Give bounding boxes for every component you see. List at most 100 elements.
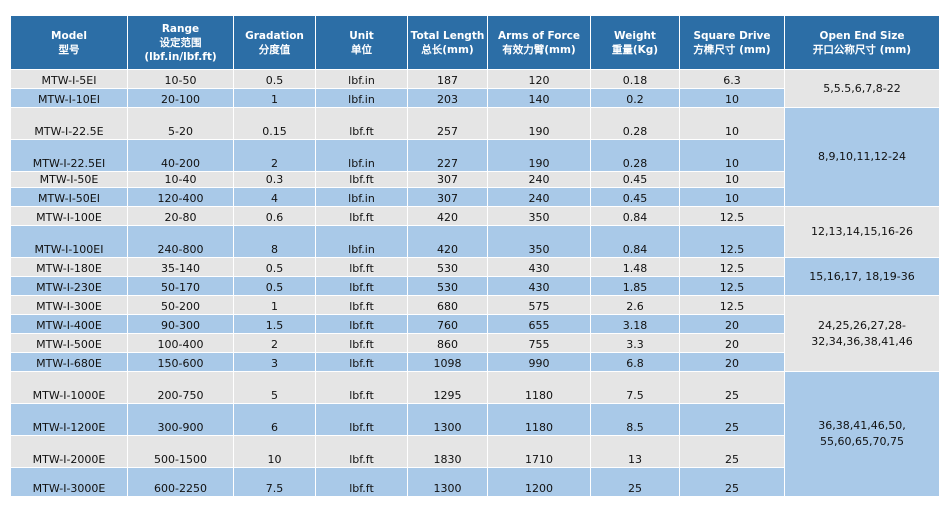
header-row: Model 型号 Range 设定范围 (lbf.in/lbf.ft) Gradati…: [11, 16, 939, 69]
arm-of-force-cell: 1180: [488, 371, 591, 403]
header-arms-of-force: Arms of Force 有效力臂(mm): [488, 16, 591, 69]
arm-of-force-cell: 990: [488, 352, 591, 371]
model-cell: MTW-I-2000E: [11, 435, 128, 467]
range-cell: 50-200: [128, 295, 234, 314]
square-drive-cell: 20: [680, 314, 785, 333]
total-length-cell: 530: [408, 276, 488, 295]
range-cell: 200-750: [128, 371, 234, 403]
range-cell: 20-80: [128, 206, 234, 225]
arm-of-force-cell: 240: [488, 171, 591, 187]
range-cell: 10-40: [128, 171, 234, 187]
torque-wrench-spec-table: Model 型号 Range 设定范围 (lbf.in/lbf.ft) Gradati…: [11, 16, 939, 496]
weight-cell: 1.85: [591, 276, 680, 295]
unit-cell: lbf.in: [316, 225, 408, 257]
header-gradation: Gradation 分度值: [234, 16, 316, 69]
gradation-cell: 2: [234, 333, 316, 352]
table-row: MTW-I-22.5E 5-20 0.15 lbf.ft 257 190 0.28 10 8,9…: [11, 107, 939, 206]
arm-of-force-cell: 1180: [488, 403, 591, 435]
unit-cell: lbf.ft: [316, 403, 408, 435]
header-weight: Weight 重量(Kg): [591, 16, 680, 69]
unit-cell: lbf.ft: [316, 467, 408, 496]
total-length-cell: 1830: [408, 435, 488, 467]
gradation-cell: 0.5: [234, 276, 316, 295]
arm-of-force-cell: 140: [488, 88, 591, 107]
square-drive-cell: 10: [680, 187, 785, 206]
model-cell: MTW-I-180E: [11, 257, 128, 276]
total-length-cell: 1295: [408, 371, 488, 403]
weight-cell: 6.8: [591, 352, 680, 371]
model-cell: MTW-I-50E: [11, 171, 128, 187]
range-cell: 300-900: [128, 403, 234, 435]
header-range: Range 设定范围 (lbf.in/lbf.ft): [128, 16, 234, 69]
total-length-cell: 530: [408, 257, 488, 276]
range-cell: 40-200: [128, 139, 234, 171]
range-cell: 150-600: [128, 352, 234, 371]
square-drive-cell: 10: [680, 171, 785, 187]
range-cell: 10-50: [128, 69, 234, 88]
square-drive-cell: 20: [680, 352, 785, 371]
square-drive-cell: 25: [680, 467, 785, 496]
weight-cell: 8.5: [591, 403, 680, 435]
gradation-cell: 7.5: [234, 467, 316, 496]
range-cell: 120-400: [128, 187, 234, 206]
model-cell: MTW-I-100EI: [11, 225, 128, 257]
table-row: MTW-I-400E 90-300 1.5 lbf.ft 760 655 3.18 20: [11, 314, 939, 333]
header-total-length: Total Length 总长(mm): [408, 16, 488, 69]
table-row: MTW-I-230E 50-170 0.5 lbf.ft 530 430 1.85 12.5: [11, 276, 939, 295]
unit-cell: lbf.ft: [316, 107, 408, 139]
total-length-cell: 860: [408, 333, 488, 352]
square-drive-cell: 25: [680, 435, 785, 467]
arm-of-force-cell: 755: [488, 333, 591, 352]
open-end-size-cell: 15,16,17, 18,19-36: [785, 257, 939, 295]
unit-cell: lbf.ft: [316, 314, 408, 333]
gradation-cell: 6: [234, 403, 316, 435]
model-cell: MTW-I-100E: [11, 206, 128, 225]
arm-of-force-cell: 190: [488, 107, 591, 139]
arm-of-force-cell: 350: [488, 225, 591, 257]
model-cell: MTW-I-680E: [11, 352, 128, 371]
weight-cell: 0.18: [591, 69, 680, 88]
weight-cell: 1.48: [591, 257, 680, 276]
gradation-cell: 0.5: [234, 257, 316, 276]
model-cell: MTW-I-300E: [11, 295, 128, 314]
unit-cell: lbf.in: [316, 69, 408, 88]
gradation-cell: 10: [234, 435, 316, 467]
weight-cell: 0.84: [591, 225, 680, 257]
table-row: MTW-I-50E 10-40 0.3 lbf.ft 307 240 0.45 10: [11, 171, 939, 187]
total-length-cell: 307: [408, 171, 488, 187]
spec-table-container: Model 型号 Range 设定范围 (lbf.in/lbf.ft) Gradati…: [11, 16, 939, 496]
unit-cell: lbf.ft: [316, 276, 408, 295]
total-length-cell: 307: [408, 187, 488, 206]
table-row: MTW-I-5EI 10-50 0.5 lbf.in 187 120 0.18 6.3 5,5.…: [11, 69, 939, 107]
range-cell: 600-2250: [128, 467, 234, 496]
open-end-size-cell: 12,13,14,15,16-26: [785, 206, 939, 257]
square-drive-cell: 25: [680, 371, 785, 403]
range-cell: 35-140: [128, 257, 234, 276]
gradation-cell: 8: [234, 225, 316, 257]
total-length-cell: 187: [408, 69, 488, 88]
model-cell: MTW-I-22.5E: [11, 107, 128, 139]
square-drive-cell: 12.5: [680, 295, 785, 314]
open-end-size-cell: 24,25,26,27,28- 32,34,36,38,41,46: [785, 295, 939, 371]
square-drive-cell: 12.5: [680, 276, 785, 295]
model-cell: MTW-I-230E: [11, 276, 128, 295]
range-cell: 20-100: [128, 88, 234, 107]
table-row: MTW-I-100E 20-80 0.6 lbf.ft 420 350 0.84 12.5 12…: [11, 206, 939, 257]
table-row: MTW-I-680E 150-600 3 lbf.ft 1098 990 6.8 20: [11, 352, 939, 371]
square-drive-cell: 12.5: [680, 206, 785, 225]
square-drive-cell: 25: [680, 403, 785, 435]
spec-table-body: MTW-I-5EI 10-50 0.5 lbf.in 187 120 0.18 6.3 5,5.…: [11, 69, 939, 496]
table-row: MTW-I-1200E 300-900 6 lbf.ft 1300 1180 8.5 25: [11, 403, 939, 435]
table-row: MTW-I-1000E 200-750 5 lbf.ft 1295 1180 7.5 25 36…: [11, 371, 939, 496]
gradation-cell: 2: [234, 139, 316, 171]
weight-cell: 25: [591, 467, 680, 496]
header-square-drive: Square Drive 方榫尺寸 (mm): [680, 16, 785, 69]
table-row: MTW-I-50EI 120-400 4 lbf.in 307 240 0.45 10: [11, 187, 939, 206]
gradation-cell: 1: [234, 88, 316, 107]
unit-cell: lbf.ft: [316, 333, 408, 352]
unit-cell: lbf.ft: [316, 371, 408, 403]
table-row: MTW-I-300E 50-200 1 lbf.ft 680 575 2.6 12.5 24,2…: [11, 295, 939, 371]
arm-of-force-cell: 1710: [488, 435, 591, 467]
model-cell: MTW-I-50EI: [11, 187, 128, 206]
weight-cell: 0.45: [591, 187, 680, 206]
